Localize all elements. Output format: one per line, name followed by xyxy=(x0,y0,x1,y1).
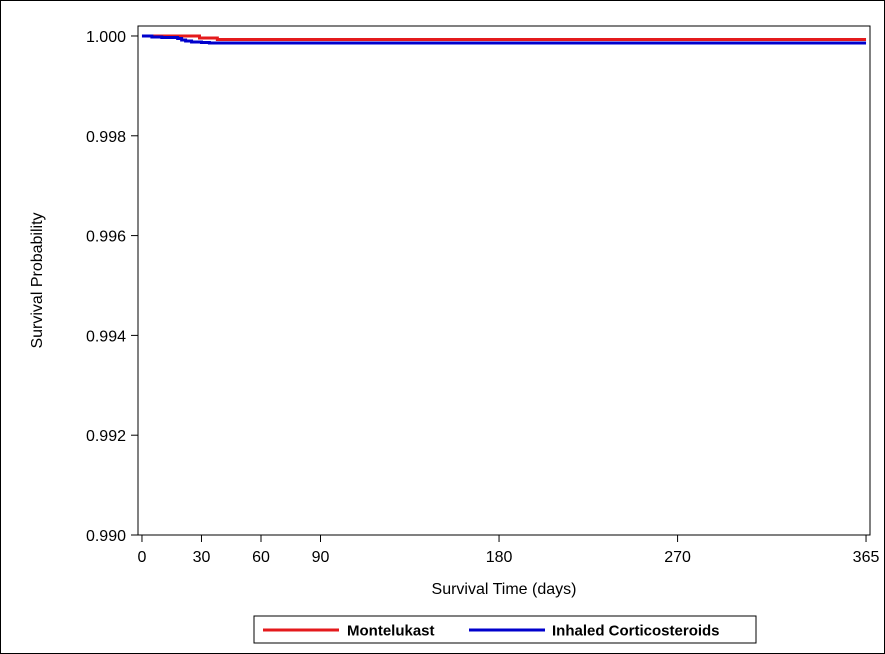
series-line-inhaled-corticosteroids xyxy=(141,34,867,45)
legend: Montelukast Inhaled Corticosteroids xyxy=(253,615,757,644)
y-tick-label: 0.998 xyxy=(86,129,126,146)
x-axis: 0 30 60 90 180 270 365 xyxy=(138,535,880,566)
y-tick-label: 0.996 xyxy=(86,229,126,246)
legend-label: Montelukast xyxy=(347,623,435,640)
legend-label: Inhaled Corticosteroids xyxy=(552,623,720,640)
x-tick-label: 180 xyxy=(486,549,513,566)
y-tick-label: 0.994 xyxy=(86,328,126,345)
x-axis-label: Survival Time (days) xyxy=(432,581,577,598)
y-tick-label: 0.990 xyxy=(86,528,126,545)
y-tick-label: 1.000 xyxy=(86,29,126,46)
x-tick-label: 270 xyxy=(664,549,691,566)
y-axis: 0.990 0.992 0.994 0.996 0.998 1.000 xyxy=(86,29,138,545)
x-tick-label: 365 xyxy=(853,549,880,566)
x-tick-label: 90 xyxy=(312,549,330,566)
x-tick-label: 30 xyxy=(193,549,211,566)
x-tick-label: 60 xyxy=(252,549,270,566)
series-line-montelukast xyxy=(141,34,867,41)
series-layer xyxy=(141,34,867,45)
x-tick-label: 0 xyxy=(138,549,147,566)
y-tick-label: 0.992 xyxy=(86,428,126,445)
legend-box xyxy=(253,615,757,644)
plot-area xyxy=(137,25,871,536)
y-axis-label: Survival Probability xyxy=(29,212,46,348)
